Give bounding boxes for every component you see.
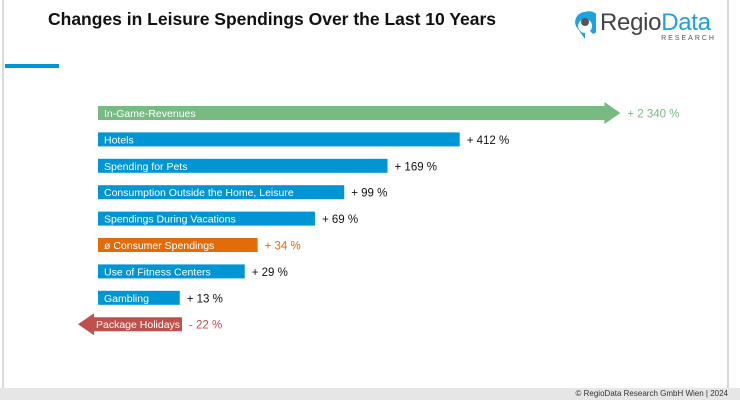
bar-value-label: + 13 %: [187, 293, 223, 305]
bar: [98, 238, 258, 252]
bar-category-label: Hotels: [104, 134, 134, 146]
bar: [98, 211, 315, 226]
location-pin-icon: [575, 11, 596, 39]
bar-category-label: ø Consumer Spendings: [104, 240, 214, 252]
bar-value-label: + 69 %: [322, 214, 358, 226]
bar-category-label: In-Game-Revenues: [104, 108, 196, 120]
logo: RegioData RESEARCH: [572, 9, 722, 45]
copyright: © RegioData Research GmbH Wien | 2024: [575, 389, 728, 398]
bar-category-label: Package Holidays: [96, 319, 180, 331]
chart-title: Changes in Leisure Spendings Over the La…: [48, 9, 497, 29]
logo-text: RegioData: [600, 9, 711, 36]
bar-arrow: [98, 102, 621, 124]
bar-category-label: Spendings During Vacations: [104, 214, 236, 226]
bar: [98, 264, 245, 279]
bar-category-label: Gambling: [104, 293, 149, 305]
logo-subtitle: RESEARCH: [661, 35, 716, 42]
bar-value-label: + 29 %: [252, 267, 288, 279]
bar-value-label: + 2 340 %: [627, 109, 679, 121]
accent-line: [5, 64, 59, 68]
bar-value-label: - 22 %: [189, 320, 222, 332]
bar: [98, 158, 388, 173]
bar-negative-arrow: [78, 313, 182, 336]
bar: [98, 185, 345, 200]
bar-category-label: Spending for Pets: [104, 161, 187, 173]
bar-value-label: + 34 %: [265, 241, 301, 253]
footer: © RegioData Research GmbH Wien | 2024: [0, 388, 740, 400]
bar-value-label: + 99 %: [351, 188, 387, 200]
bar: [98, 132, 460, 147]
bar-value-label: + 412 %: [467, 135, 510, 147]
bar-category-label: Consumption Outside the Home, Leisure: [104, 187, 294, 199]
bar: [98, 290, 180, 305]
bar-value-label: + 169 %: [395, 161, 438, 173]
bar-category-label: Use of Fitness Centers: [104, 266, 211, 278]
